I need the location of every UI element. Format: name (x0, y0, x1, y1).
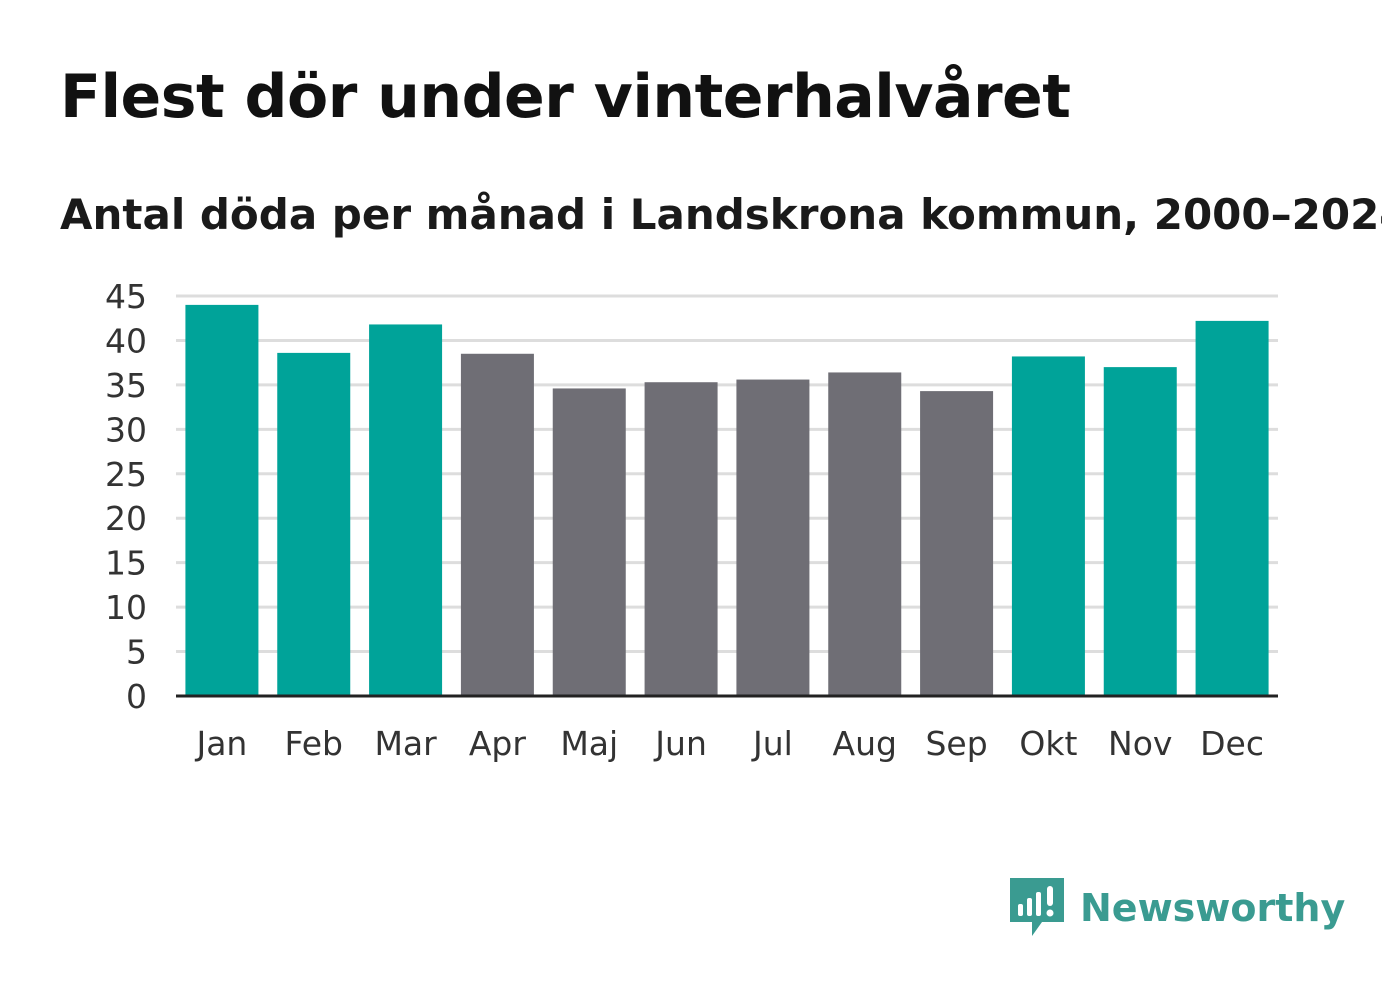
bar-jan (185, 304, 259, 696)
y-tick-label: 30 (105, 410, 147, 449)
axes: 0 5 10 15 20 25 30 35 40 45 Jan Feb Mar Apr Maj Jun Jul A… (105, 277, 1278, 763)
x-tick-label: Mar (374, 724, 437, 763)
x-tick-label: Dec (1200, 724, 1264, 763)
bar-feb (277, 352, 351, 696)
bar-dec (1195, 320, 1269, 696)
x-tick-label: Jul (751, 724, 793, 763)
chart-subtitle: Antal döda per månad i Landskrona kommun… (60, 190, 1382, 239)
grid-lines (176, 294, 1278, 654)
y-tick-label: 35 (105, 366, 147, 405)
bar-jul (736, 379, 810, 696)
x-tick-label: Okt (1019, 724, 1077, 763)
x-tick-label: Sep (925, 724, 987, 763)
x-tick-label: Nov (1108, 724, 1172, 763)
y-tick-label: 10 (105, 588, 147, 627)
y-tick-label: 20 (105, 499, 147, 538)
y-tick-label: 25 (105, 455, 147, 494)
brand-name: Newsworthy (1080, 886, 1346, 930)
bar-apr (460, 353, 534, 696)
newsworthy-logo-icon (1010, 878, 1064, 936)
bar-mar (369, 324, 443, 696)
bar-sep (920, 391, 994, 696)
x-tick-label: Apr (469, 724, 527, 763)
y-tick-label: 45 (105, 277, 147, 316)
bar-maj (552, 388, 626, 696)
y-tick-label: 5 (126, 633, 147, 672)
x-tick-label: Jan (194, 724, 247, 763)
x-tick-label: Aug (833, 724, 897, 763)
chart-title: Flest dör under vinterhalvåret (60, 62, 1071, 132)
x-tick-label: Feb (285, 724, 343, 763)
y-tick-label: 0 (126, 677, 147, 716)
x-tick-label: Jun (653, 724, 707, 763)
brand-logo: Newsworthy (1010, 878, 1345, 938)
x-tick-label: Maj (560, 724, 618, 763)
bar-aug (828, 372, 902, 696)
bars (185, 304, 1269, 696)
y-tick-label: 40 (105, 321, 147, 360)
bar-jun (644, 382, 718, 696)
bar-nov (1103, 367, 1177, 696)
y-tick-label: 15 (105, 544, 147, 583)
bar-okt (1011, 356, 1085, 696)
